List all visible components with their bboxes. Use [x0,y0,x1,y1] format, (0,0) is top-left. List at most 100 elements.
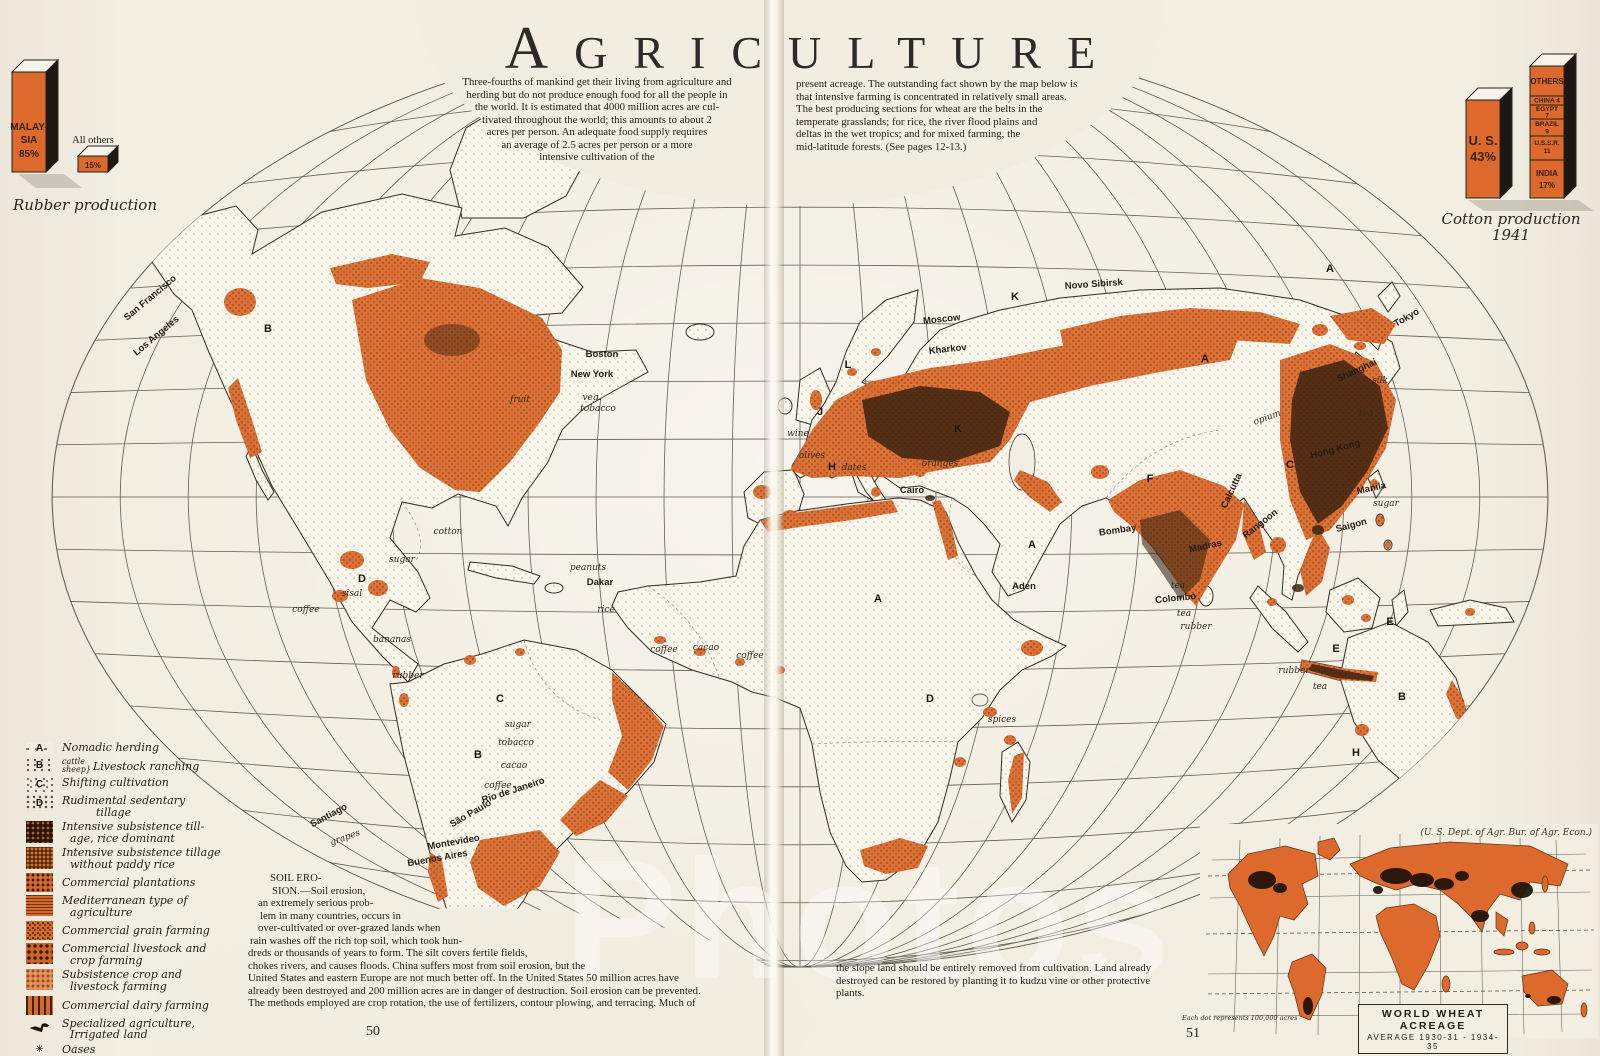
legend-row-shifting: C Shifting cultivation [26,777,261,792]
map-label-prod: spices [988,715,1017,725]
soil-erosion-continuation: the slope land should be entirely remove… [836,962,1204,1000]
map-label-prod: tea [1171,581,1185,591]
intro-paragraph-right: present acreage. The outstanding fact sh… [796,78,1136,153]
top-text-notch [416,0,1164,206]
africa [611,497,1067,883]
page-title: AGRICULTURE [504,15,1122,81]
map-label-prod: tea [1359,409,1373,419]
map-label-prod: dates [842,463,867,473]
legend-row-no-paddy: Intensive subsistence tillage without pad… [26,847,261,870]
map-label-city: Kharkov [928,342,968,357]
text-line: over-cultivated or over-grazed lands whe… [258,922,441,935]
legend-swatch: ✳ [26,1044,53,1056]
map-label-city: Novo Sibirsk [1064,277,1123,292]
text-line: temperate grasslands; for rice, the rive… [796,115,1038,128]
map-label-prod: cacao [693,643,720,653]
map-label-code: B [1398,691,1406,703]
us-bar-side [1499,86,1513,200]
map-label-code: A [1326,263,1334,275]
legend-swatch [26,873,53,893]
intro-paragraph-left: Three-fourths of mankind get their livin… [428,76,766,164]
text-line: mid-latitude forests. (See pages 12-13.) [796,140,967,153]
seg-brazil-value: 9 [1545,129,1549,136]
text-line: The best producing sections for wheat ar… [796,103,1043,116]
inset-title-line2: AVERAGE 1930-31 - 1934-35 [1367,1033,1499,1051]
australia [1339,621,1469,787]
legend-label: Specialized agriculture, Irrigated land [62,1016,196,1042]
map-label-city: Santiago [309,801,350,830]
legend-row-dairy: Commercial dairy farming [26,995,261,1015]
legend-row-rudimental: D Rudimental sedentary tillage [26,795,261,818]
map-label-city: Tokyo [1392,306,1421,329]
map-label-code: A [874,593,882,605]
map-label-city: Boston [586,349,619,360]
map-label-city: Bombay [1098,522,1137,538]
japan-1 [1377,281,1401,313]
sumatra [1249,585,1309,653]
legend-label: Mediterranean type of agriculture [62,894,188,919]
legend-row-subsistence: Subsistence crop and livestock farming [26,969,261,992]
map-label-prod: tea [1177,609,1191,619]
seg-others: OTHERS [1530,77,1564,86]
legend-swatch [26,895,53,917]
legend-swatch: B [26,758,53,773]
text-line: lem in many countries, occurs in [260,909,401,922]
us-bar-front [1465,99,1501,199]
seg-egypt: EGYPT [1536,106,1558,113]
text-line: an average of 2.5 acres per person or a … [501,138,693,151]
map-label-city: Dakar [587,577,614,588]
seg-egypt-value: 7 [1545,113,1549,120]
us-label: U. S. [1469,133,1498,148]
legend-row-oases: ✳ Oases [26,1044,261,1056]
map-label-city: San Francisco [122,273,179,323]
map-label-prod: oranges [922,459,959,469]
legend-label: Oases [62,1042,96,1056]
map-label-prod: veg. [582,393,601,403]
legend-prefix: cattle sheep} [62,757,91,774]
legend-row-plantations: Commercial plantations [26,873,261,893]
map-label-code: A [1028,539,1036,551]
legend-swatch [26,995,53,1015]
legend-swatch [26,821,53,844]
page-fold-gutter [764,0,784,1056]
map-label-city: Los Angeles [131,314,181,359]
map-label-prod: tobacco [580,404,616,414]
map-label-code: D [926,693,934,705]
inset-credit: (U. S. Dept. of Agr. Bur. of Agr. Econ.) [1420,828,1592,838]
legend-swatch [26,921,53,941]
text-line: SION.—Soil erosion, [272,884,366,897]
seg-ussr-value: 11 [1544,148,1551,155]
legend-swatch: D [26,795,53,811]
map-label-prod: rice [597,605,615,615]
map-label-prod: cacao [501,761,528,771]
irrigation-glyph [29,1023,50,1033]
text-line: plants. [836,987,865,1000]
legend-swatch: A [26,742,53,755]
legend-label: Rudimental sedentary tillage [62,794,186,819]
text-line: the slope land should be entirely remove… [836,962,1152,974]
map-label-code: H [1352,747,1360,759]
seg-china: CHINA 4 [1534,98,1560,105]
page-number-right: 51 [1186,1026,1200,1041]
soil-erosion-text: SOIL ERO- SION.—Soil erosion, an extremely… [248,872,778,1010]
map-label-prod: tobacco [498,738,534,748]
tasmania [1425,794,1439,806]
others-bar-front [77,155,109,173]
map-label-prod: sugar [1373,499,1400,509]
map-label-code: L [845,359,852,371]
text-line: that intensive farming is concentrated i… [796,90,1067,103]
map-label-prod: bananas [373,635,411,645]
baja [245,444,275,501]
text-line: The methods employed are crop rotation, … [248,997,696,1010]
rubber-chart-caption: Rubber production [13,196,157,214]
text-line: SOIL ERO- [270,872,322,884]
map-label-code: C [496,693,504,705]
bar-shadow [18,174,82,188]
legend-row-specialized: Specialized agriculture, Irrigated land [26,1016,261,1042]
cuba [467,561,541,585]
map-label-code: B [264,323,272,335]
legend-label: Commercial livestock and crop farming [62,942,207,967]
map-legend: A Nomadic herding B cattle sheep} Livesto… [26,742,261,1056]
text-line: chokes rivers, and causes floods. China … [248,959,586,972]
